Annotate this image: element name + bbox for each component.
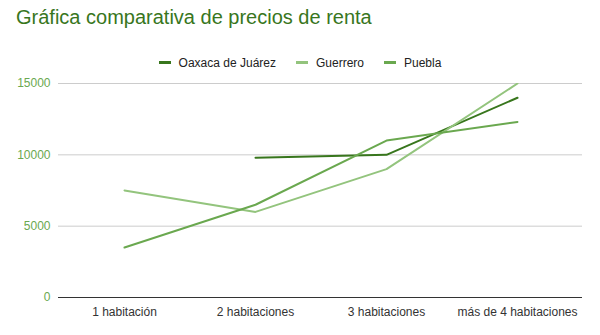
svg-text:más de 4 habitaciones: más de 4 habitaciones — [457, 305, 577, 319]
svg-text:0: 0 — [44, 290, 51, 304]
html-text:Gráfica comparativa de precios: Gráfica comparativa de precios de renta — [16, 6, 372, 28]
svg-text:10000: 10000 — [17, 148, 51, 162]
svg-text:15000: 15000 — [17, 76, 51, 90]
svg-text:5000: 5000 — [24, 219, 51, 233]
svg-text:3 habitaciones: 3 habitaciones — [348, 305, 425, 319]
html-text:Guerrero: Guerrero — [316, 55, 364, 70]
svg-text:2 habitaciones: 2 habitaciones — [217, 305, 294, 319]
html-text:Puebla: Puebla — [404, 55, 442, 70]
html-text:Oaxaca de Juárez: Oaxaca de Juárez — [178, 55, 276, 70]
svg-text:1 habitación: 1 habitación — [92, 305, 157, 319]
